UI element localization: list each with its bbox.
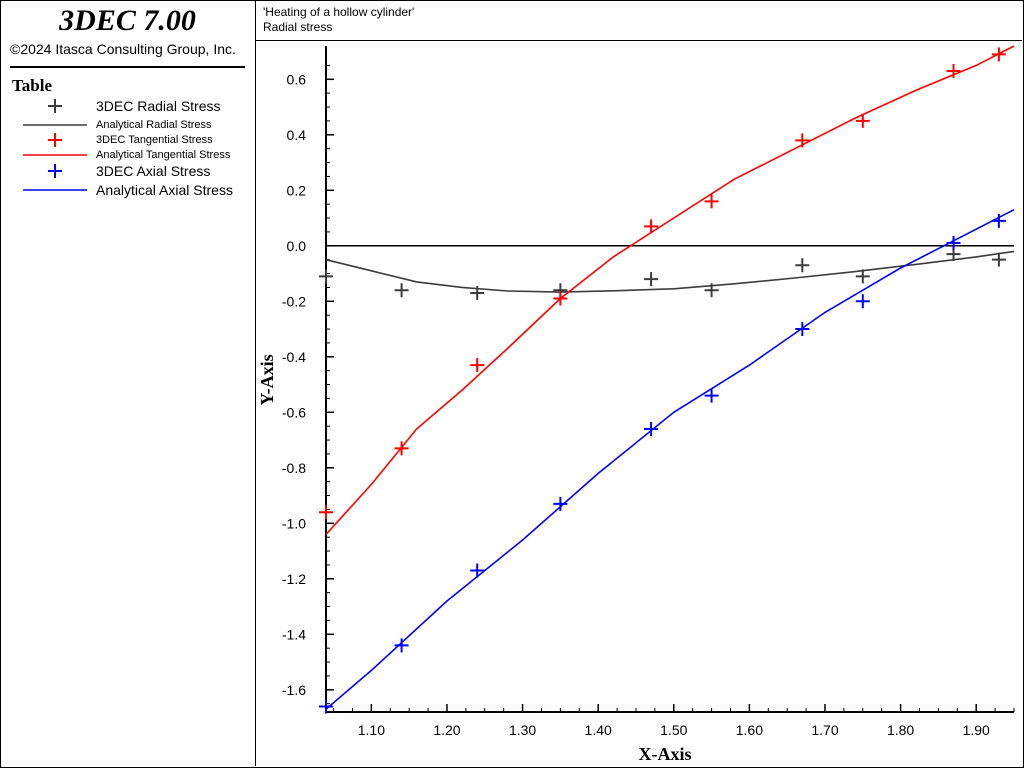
- y-tick-label: -0.8: [282, 460, 306, 476]
- y-tick-label: 0.6: [287, 71, 307, 87]
- data-point-marker: [644, 272, 659, 287]
- data-point-marker: [946, 236, 961, 251]
- data-point-marker: [644, 421, 659, 436]
- data-point-marker: [795, 258, 810, 273]
- data-point-marker: [394, 441, 409, 456]
- plot-title: 'Heating of a hollow cylinder': [263, 5, 415, 19]
- data-point-marker: [644, 219, 659, 234]
- x-tick-label: 1.50: [660, 722, 687, 738]
- y-tick-label: 0.2: [287, 182, 307, 198]
- plot-header: 'Heating of a hollow cylinder' Radial st…: [256, 0, 1022, 41]
- app-title: 3DEC 7.00: [59, 4, 196, 37]
- legend-label: 3DEC Radial Stress: [96, 98, 221, 114]
- series-line: [325, 208, 1015, 710]
- data-point-marker: [855, 269, 870, 284]
- legend-symbol-line: [23, 154, 87, 156]
- data-point-marker: [319, 505, 333, 520]
- copyright-text: ©2024 Itasca Consulting Group, Inc.: [10, 41, 236, 57]
- data-point-marker: [855, 113, 870, 128]
- data-point-marker: [319, 269, 333, 284]
- legend-symbol-marker: [48, 99, 62, 113]
- y-tick-label: -0.4: [282, 349, 306, 365]
- legend-label: 3DEC Axial Stress: [96, 163, 211, 179]
- title-divider: [10, 66, 245, 68]
- y-tick-label: -1.0: [282, 515, 306, 531]
- x-tick-label: 1.80: [887, 722, 914, 738]
- data-point-marker: [795, 133, 810, 148]
- y-tick-label: -1.2: [282, 571, 306, 587]
- legend-label: 3DEC Tangential Stress: [96, 134, 213, 146]
- data-point-marker: [704, 283, 719, 298]
- x-axis-label: X-Axis: [639, 744, 692, 764]
- data-point-marker: [470, 358, 485, 373]
- data-point-marker: [553, 496, 568, 511]
- x-tick-label: 1.10: [358, 722, 385, 738]
- data-point-marker: [470, 285, 485, 300]
- data-point-marker: [470, 563, 485, 578]
- series-line: [325, 45, 1015, 535]
- data-point-marker: [855, 294, 870, 309]
- y-tick-label: 0.0: [287, 238, 307, 254]
- data-point-marker: [795, 322, 810, 337]
- data-point-marker: [553, 291, 568, 306]
- legend-label: Analytical Axial Stress: [96, 182, 233, 198]
- x-tick-label: 1.20: [433, 722, 460, 738]
- legend-label: Analytical Tangential Stress: [96, 149, 231, 161]
- x-tick-label: 1.30: [509, 722, 536, 738]
- legend-title: Table: [12, 76, 53, 95]
- y-axis-label: Y-Axis: [257, 354, 277, 405]
- x-tick-label: 1.70: [811, 722, 838, 738]
- data-point-marker: [991, 252, 1006, 267]
- y-tick-label: -1.4: [282, 626, 306, 642]
- y-tick-label: -0.6: [282, 404, 306, 420]
- data-point-marker: [319, 699, 333, 714]
- data-point-marker: [991, 47, 1006, 62]
- x-tick-label: 1.60: [736, 722, 763, 738]
- legend-panel: 3DEC 7.00 ©2024 Itasca Consulting Group,…: [0, 0, 256, 766]
- legend-symbol-marker: [48, 164, 62, 178]
- legend-symbol-line: [23, 124, 87, 126]
- data-point-marker: [394, 283, 409, 298]
- plot-subtitle: Radial stress: [263, 20, 333, 34]
- y-tick-label: 0.4: [287, 127, 307, 143]
- series-line: [325, 250, 1015, 293]
- data-point-marker: [704, 194, 719, 209]
- data-point-marker: [704, 388, 719, 403]
- data-point-marker: [946, 63, 961, 78]
- x-tick-label: 1.40: [585, 722, 612, 738]
- legend-symbol-marker: [48, 133, 62, 147]
- data-point-marker: [394, 638, 409, 653]
- y-tick-label: -1.6: [282, 682, 306, 698]
- y-tick-label: -0.2: [282, 293, 306, 309]
- legend-label: Analytical Radial Stress: [96, 119, 212, 131]
- data-point-marker: [991, 213, 1006, 228]
- legend-symbol-line: [23, 189, 87, 191]
- x-tick-label: 1.90: [963, 722, 990, 738]
